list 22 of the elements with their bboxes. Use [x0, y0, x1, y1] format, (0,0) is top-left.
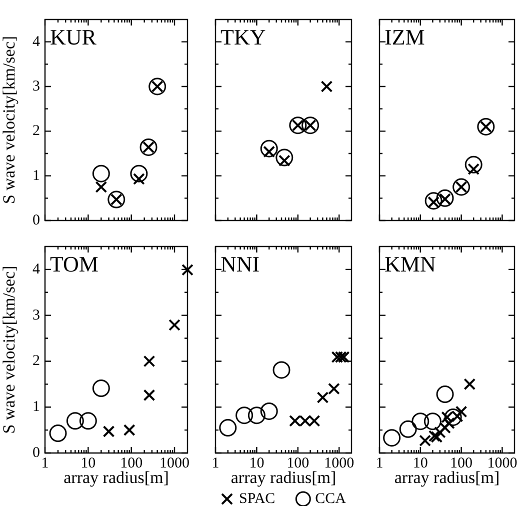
y-tick-label: 3 — [32, 78, 40, 94]
y-tick-label: 1 — [32, 399, 40, 416]
y-tick-label: 0 — [32, 444, 40, 461]
chart-title: TKY — [220, 24, 266, 50]
y-tick-label: 2 — [32, 353, 40, 370]
chart-title: KMN — [384, 251, 436, 276]
chart-title: KUR — [50, 24, 97, 50]
y-tick-label: 0 — [32, 212, 40, 228]
chart-title: NNI — [220, 251, 260, 276]
legend-label: SPAC — [239, 490, 276, 506]
x-tick-label: 1 — [376, 455, 384, 472]
y-tick-label: 1 — [32, 168, 40, 184]
y-tick-label: 4 — [32, 261, 40, 278]
legend-label: CCA — [315, 490, 346, 506]
x-tick-label: 1 — [212, 455, 220, 472]
chart-title: TOM — [50, 251, 98, 276]
y-tick-label: 3 — [32, 307, 40, 324]
y-tick-label: 4 — [32, 34, 40, 50]
y-axis-title: S wave velocity[km/sec] — [0, 266, 18, 434]
chart-title: IZM — [384, 24, 425, 50]
y-axis-title: S wave velocity[km/sec] — [0, 36, 18, 204]
y-tick-label: 2 — [32, 123, 40, 140]
